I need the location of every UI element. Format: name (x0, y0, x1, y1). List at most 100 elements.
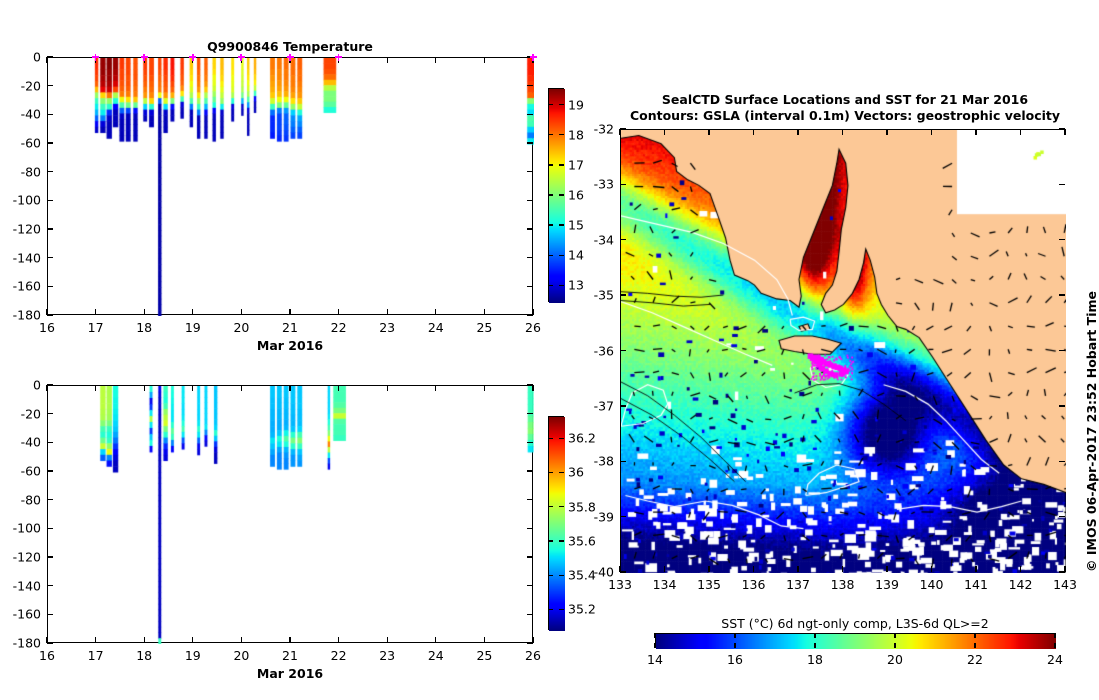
axis-tick-mark (46, 637, 48, 643)
axis-tick-label: 23 (379, 320, 396, 335)
axis-tick-mark (47, 170, 53, 173)
axis-tick-mark (192, 385, 194, 391)
axis-tick-mark (47, 285, 53, 288)
axis-tick-label: -60 (20, 463, 41, 479)
axis-tick-mark (548, 506, 553, 508)
axis-tick-label: -120 (12, 549, 41, 565)
axis-tick-label: 13 (568, 277, 584, 293)
axis-tick-mark (734, 633, 736, 638)
axis-tick-label: -60 (20, 135, 41, 151)
axis-tick-label: 134 (652, 577, 677, 592)
axis-tick-mark (47, 314, 53, 316)
axis-tick-mark (548, 471, 553, 474)
axis-tick-mark (559, 224, 564, 226)
axis-tick-mark (619, 129, 621, 135)
axis-tick-label: -40 (20, 106, 41, 122)
temperature-xlabel: Mar 2016 (256, 338, 324, 353)
axis-tick-mark (47, 256, 53, 259)
axis-tick-mark (814, 633, 816, 638)
axis-tick-mark (435, 309, 437, 315)
axis-tick-label: -100 (12, 520, 41, 536)
axis-tick-mark (886, 566, 888, 572)
axis-tick-mark (663, 566, 666, 572)
axis-tick-mark (94, 637, 97, 643)
axis-tick-label: 17 (87, 320, 104, 335)
temperature-plot-title: Q9900846 Temperature (207, 39, 373, 54)
axis-tick-label: 138 (830, 577, 855, 592)
axis-tick-mark (841, 129, 844, 135)
axis-tick-mark (47, 642, 53, 644)
axis-tick-mark (527, 228, 533, 230)
axis-tick-mark (548, 103, 553, 106)
map-title-line1: SealCTD Surface Locations and SST for 21… (661, 92, 1029, 107)
axis-tick-mark (527, 412, 533, 415)
axis-tick-mark (548, 284, 553, 287)
axis-tick-mark (708, 129, 710, 135)
surface-location-marker (140, 53, 148, 61)
axis-tick-mark (527, 498, 533, 501)
axis-tick-mark (559, 608, 564, 611)
axis-tick-label: 26 (525, 648, 541, 663)
axis-tick-mark (337, 309, 340, 315)
axis-tick-mark (337, 637, 340, 643)
axis-tick-label: 22 (967, 652, 983, 667)
axis-tick-mark (975, 129, 977, 135)
axis-tick-mark (527, 613, 533, 616)
axis-tick-mark (654, 633, 656, 638)
axis-tick-label: 36 (568, 464, 584, 480)
axis-tick-mark (548, 224, 553, 226)
axis-tick-mark (240, 385, 243, 391)
axis-tick-label: -160 (12, 278, 41, 294)
axis-tick-mark (46, 385, 48, 391)
axis-tick-mark (559, 471, 564, 474)
axis-tick-mark (47, 199, 53, 202)
axis-tick-label: 16 (39, 648, 55, 663)
axis-tick-mark (797, 566, 799, 572)
axis-tick-mark (734, 643, 736, 648)
axis-tick-mark (1059, 239, 1065, 241)
axis-tick-mark (527, 441, 533, 444)
axis-tick-mark (548, 608, 553, 611)
axis-tick-mark (47, 527, 53, 530)
axis-tick-mark (94, 309, 97, 315)
axis-tick-label: 135 (697, 577, 721, 592)
axis-tick-label: 26 (525, 320, 541, 335)
axis-tick-label: 35.6 (568, 533, 596, 549)
axis-tick-mark (527, 642, 533, 644)
axis-tick-mark (483, 637, 486, 643)
axis-tick-label: 35.2 (568, 601, 596, 617)
axis-tick-mark (143, 309, 145, 315)
axis-tick-mark (47, 556, 53, 558)
axis-tick-label: -80 (20, 492, 41, 508)
axis-tick-mark (1059, 460, 1065, 462)
axis-tick-mark (289, 309, 291, 315)
axis-tick-label: 137 (786, 577, 810, 592)
axis-tick-mark (752, 566, 755, 572)
axis-tick-mark (47, 412, 53, 415)
axis-tick-mark (559, 437, 564, 439)
axis-tick-mark (192, 637, 194, 643)
axis-tick-label: 133 (608, 577, 632, 592)
axis-tick-mark (240, 637, 243, 643)
salinity-xlabel: Mar 2016 (256, 666, 324, 681)
axis-tick-label: 20 (887, 652, 903, 667)
axis-tick-label: -20 (20, 406, 41, 422)
axis-tick-mark (527, 142, 533, 144)
axis-tick-mark (527, 556, 533, 558)
axis-tick-label: 20 (233, 320, 250, 335)
surface-location-marker (335, 53, 343, 61)
axis-tick-label: 21 (282, 648, 298, 663)
imos-credit-label: © IMOS 06-Apr-2017 23:52 Hobart Time (1084, 291, 1099, 572)
axis-tick-mark (47, 584, 53, 587)
axis-tick-label: 16 (568, 187, 584, 203)
axis-tick-label: 17 (568, 157, 584, 173)
axis-tick-mark (620, 515, 626, 518)
axis-tick-mark (47, 113, 53, 116)
surface-location-marker (286, 53, 294, 61)
axis-tick-mark (548, 574, 553, 576)
axis-tick-label: 15 (568, 217, 584, 233)
temperature-heatmap-canvas (48, 58, 534, 316)
axis-tick-mark (289, 637, 291, 643)
axis-tick-mark (483, 385, 486, 391)
axis-tick-label: -140 (12, 578, 41, 594)
